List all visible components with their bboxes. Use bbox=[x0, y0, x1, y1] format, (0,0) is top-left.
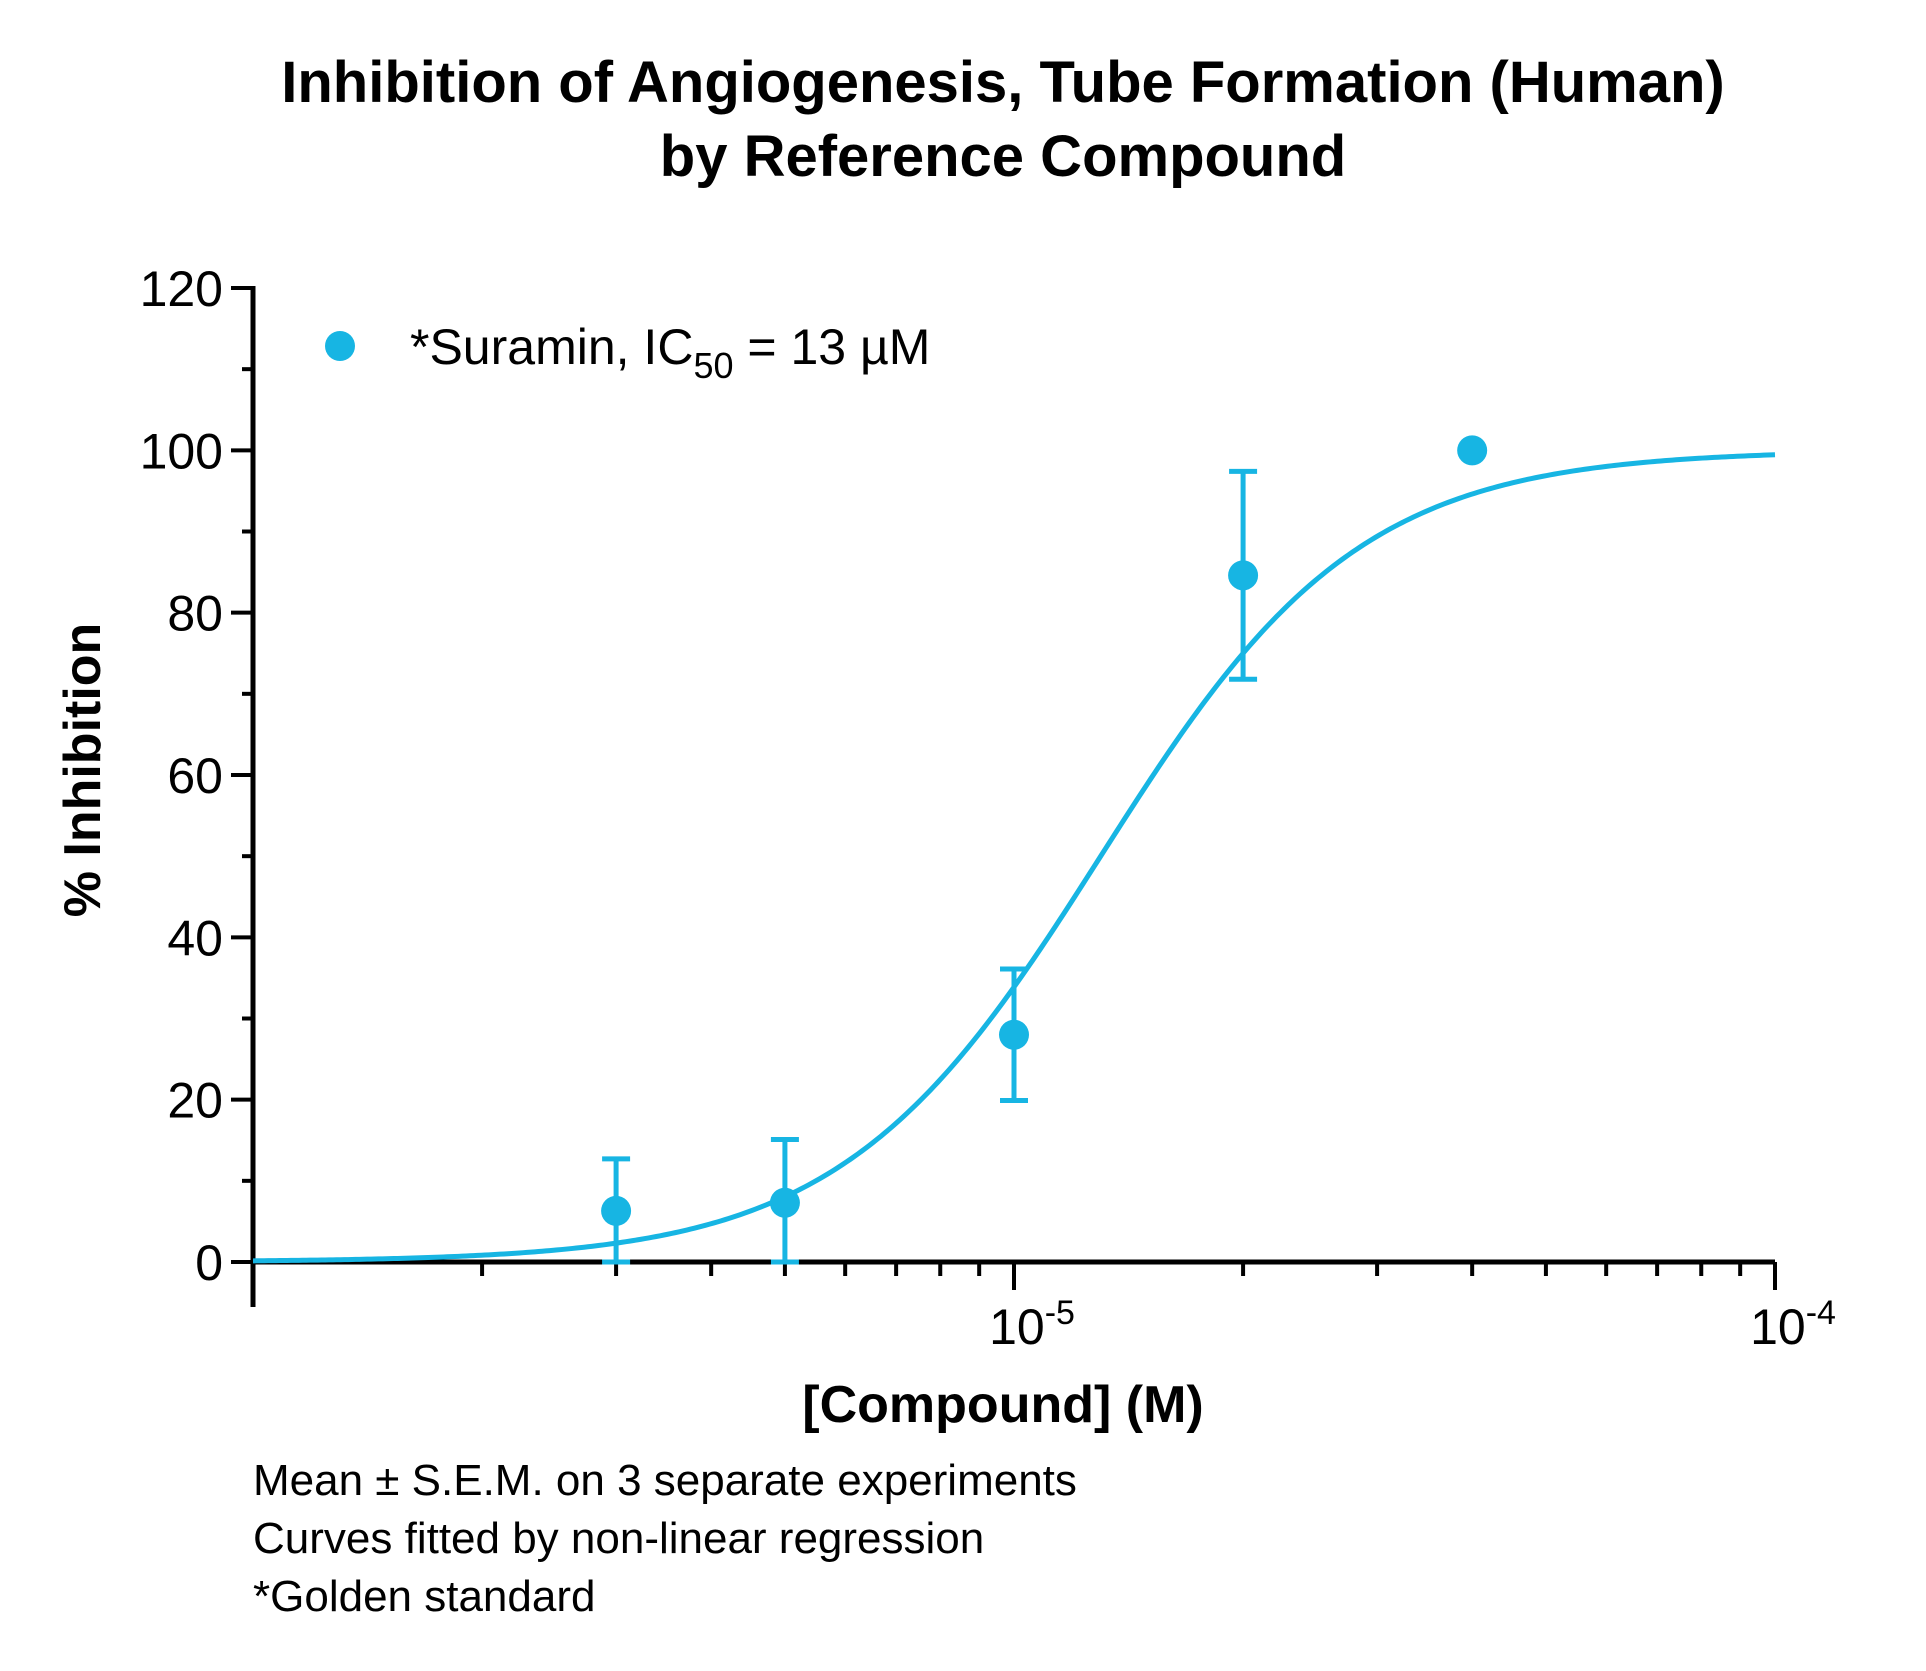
axes bbox=[250, 286, 1775, 1307]
y-tick-label: 40 bbox=[167, 910, 223, 966]
footnote-2: Curves fitted by non-linear regression bbox=[253, 1514, 984, 1563]
legend-label: *Suramin, IC50 = 13 µM bbox=[410, 319, 930, 386]
data-point bbox=[999, 1019, 1029, 1050]
plot-area bbox=[252, 435, 1776, 1265]
x-tick-label: 10-5 bbox=[989, 1294, 1075, 1355]
chart-title-line-2: by Reference Compound bbox=[660, 124, 1346, 189]
x-tick-label: 10-4 bbox=[1750, 1294, 1836, 1355]
chart-title-line-1: Inhibition of Angiogenesis, Tube Formati… bbox=[281, 50, 1724, 115]
legend-marker bbox=[325, 331, 355, 361]
footnote-3: *Golden standard bbox=[253, 1572, 595, 1621]
y-tick-label: 0 bbox=[195, 1235, 223, 1291]
footnote-1: Mean ± S.E.M. on 3 separate experiments bbox=[253, 1456, 1077, 1505]
y-tick-label: 80 bbox=[167, 586, 223, 642]
data-point bbox=[601, 1195, 632, 1226]
legend: *Suramin, IC50 = 13 µM bbox=[325, 319, 930, 386]
y-axis-ticks: 0 20 40 60 80 100 120 bbox=[140, 261, 253, 1291]
data-point bbox=[1457, 435, 1488, 466]
x-axis-ticks: 10-5 10-4 bbox=[480, 1262, 1836, 1355]
y-tick-label: 60 bbox=[167, 748, 223, 804]
y-tick-label: 120 bbox=[140, 261, 223, 317]
x-axis-title: [Compound] (M) bbox=[802, 1376, 1203, 1434]
data-point bbox=[1228, 560, 1259, 591]
y-axis-title: % Inhibition bbox=[54, 623, 112, 918]
y-tick-label: 100 bbox=[140, 423, 223, 479]
fit-curve bbox=[252, 452, 1776, 1264]
data-point bbox=[769, 1187, 800, 1218]
y-tick-label: 20 bbox=[167, 1073, 223, 1129]
